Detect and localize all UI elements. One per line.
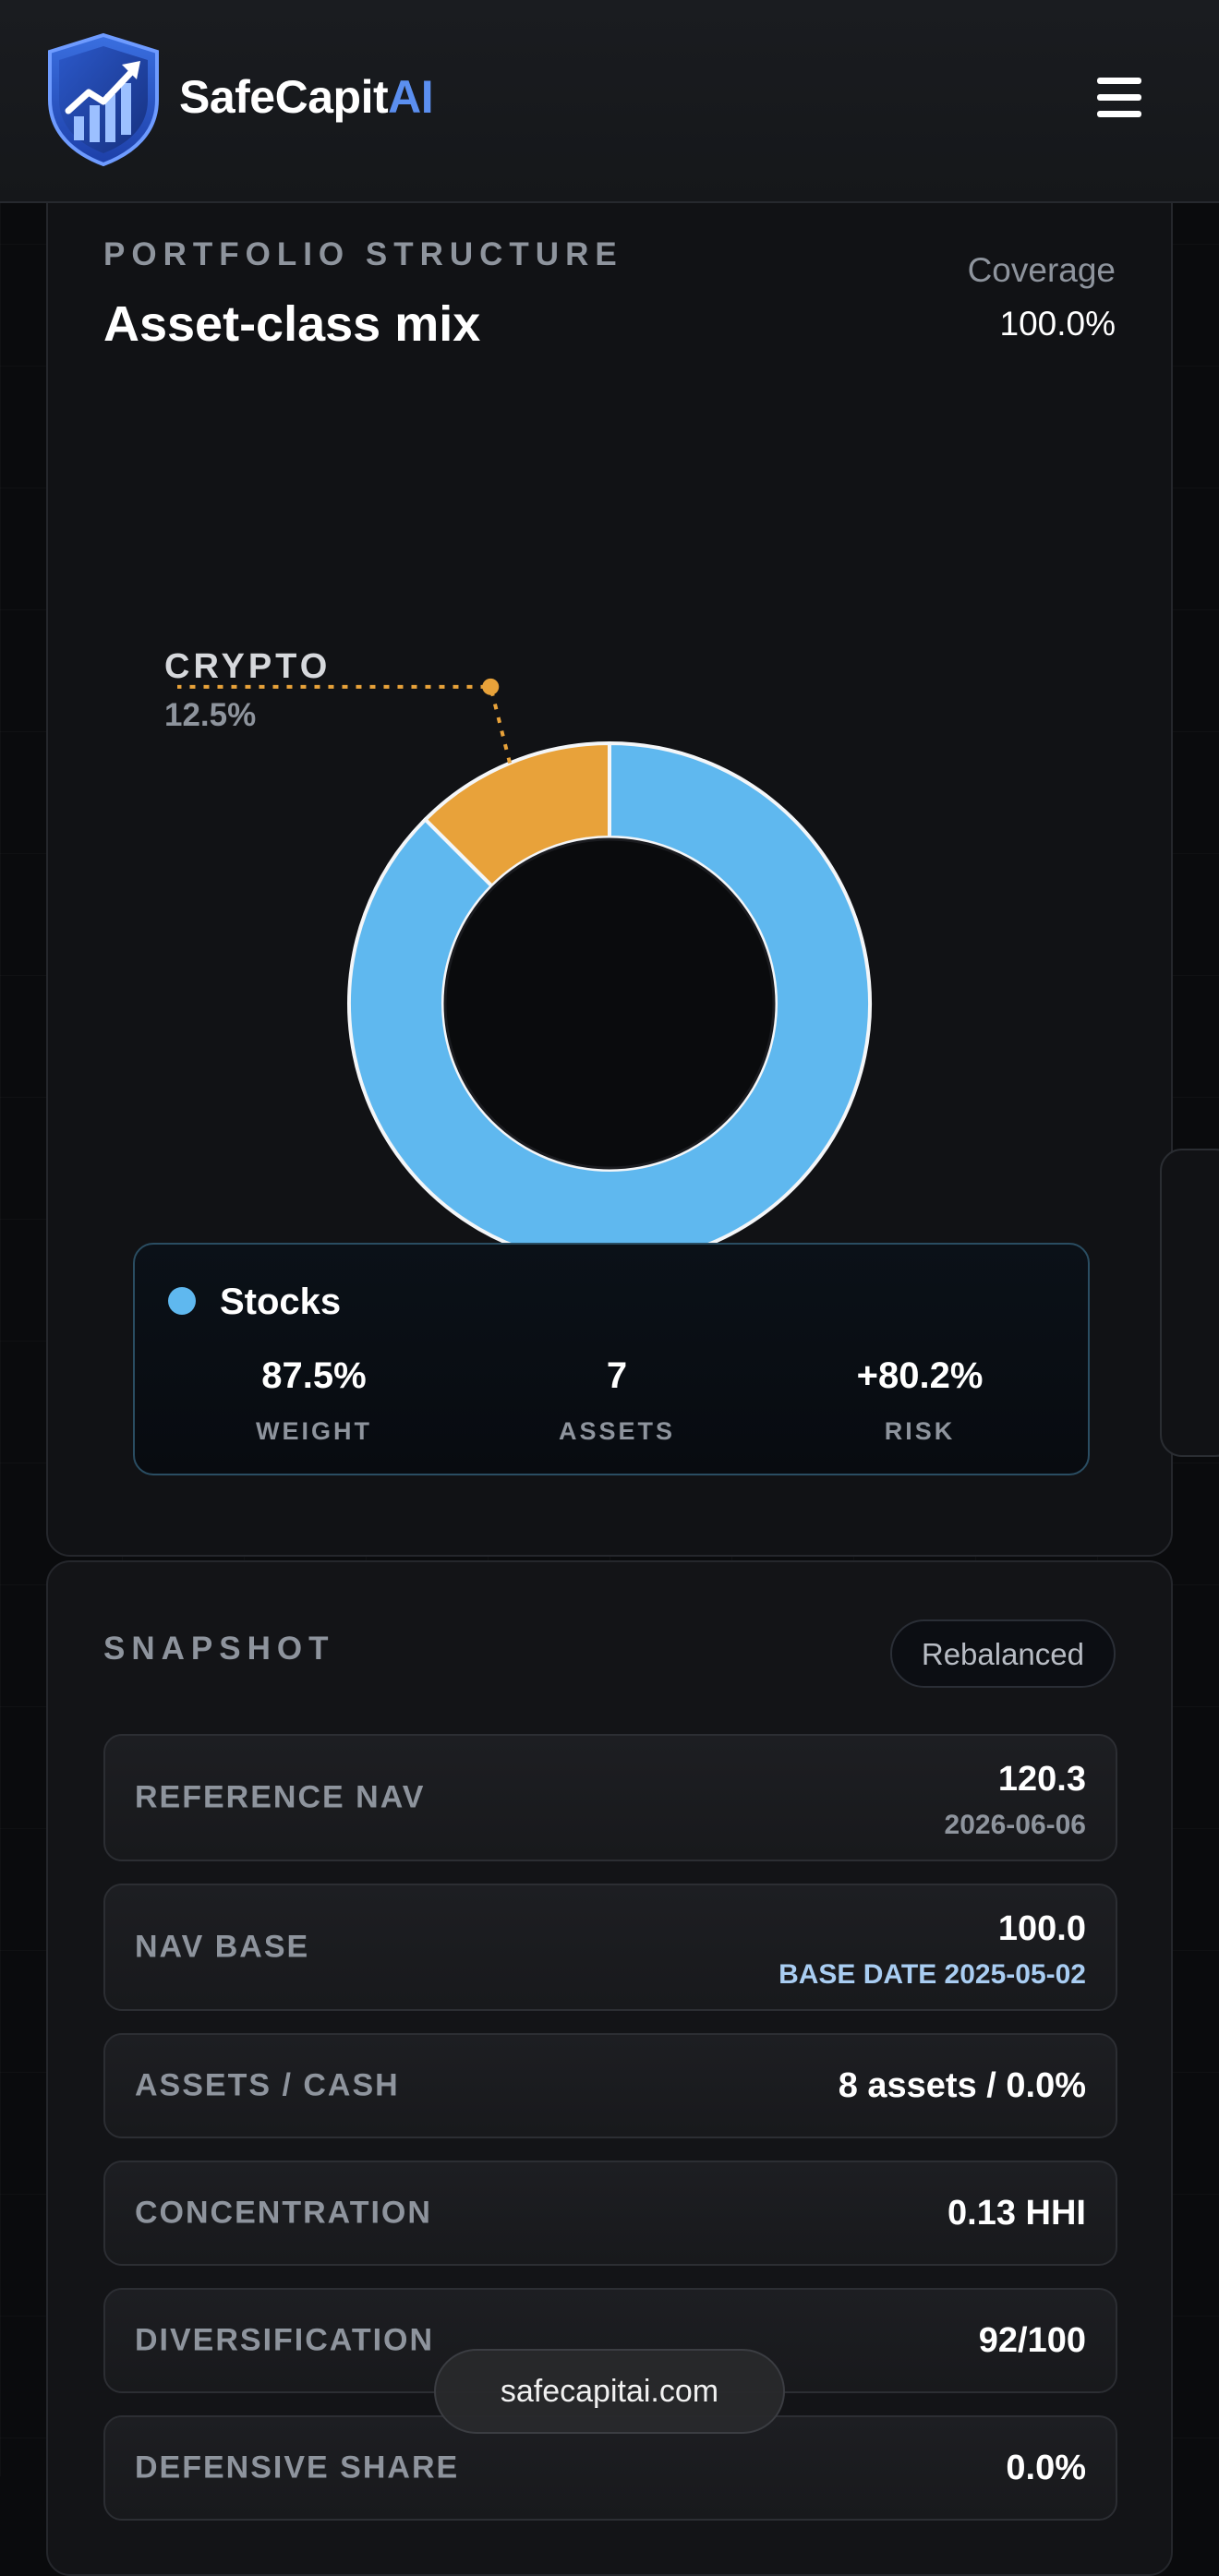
- row-label: NAV BASE: [135, 1929, 310, 1965]
- hamburger-menu-icon[interactable]: [1090, 74, 1149, 122]
- snapshot-row-assets-cash: ASSETS / CASH 8 assets / 0.0%: [103, 2033, 1117, 2138]
- stat-value: 7: [606, 1355, 628, 1396]
- stat-label: RISK: [884, 1417, 956, 1445]
- row-subvalue: BASE DATE 2025-05-02: [778, 1959, 1086, 1990]
- row-label: ASSETS / CASH: [135, 2067, 400, 2103]
- status-badge: Rebalanced: [889, 1619, 1116, 1688]
- stat-label: ASSETS: [558, 1417, 676, 1445]
- row-value: 100.0: [997, 1909, 1086, 1948]
- stat-value: 87.5%: [261, 1355, 367, 1396]
- row-label: REFERENCE NAV: [135, 1779, 426, 1815]
- snapshot-card: SNAPSHOT Rebalanced REFERENCE NAV 120.3 …: [46, 1560, 1173, 2576]
- row-value: 0.0%: [1006, 2449, 1086, 2487]
- stat-label: WEIGHT: [256, 1417, 372, 1445]
- detail-name: Stocks: [220, 1282, 342, 1322]
- stat-risk: +80.2% RISK: [781, 1355, 1058, 1446]
- url-pill[interactable]: safecapitai.com: [434, 2349, 785, 2434]
- brand-main: SafeCapit: [179, 71, 389, 123]
- row-subvalue: 2026-06-06: [944, 1810, 1086, 1840]
- snapshot-row-nav-base: NAV BASE 100.0 BASE DATE 2025-05-02: [103, 1884, 1117, 2011]
- slice-crypto[interactable]: [422, 740, 611, 889]
- slice-label: CRYPTO: [164, 647, 331, 686]
- shield-chart-icon[interactable]: [42, 31, 164, 168]
- side-drawer-tab[interactable]: [1160, 1149, 1219, 1457]
- row-value: 8 assets / 0.0%: [838, 2066, 1086, 2105]
- slice-stocks[interactable]: [347, 740, 872, 1266]
- selected-slice-detail[interactable]: Stocks 87.5% WEIGHT 7 ASSETS +80.2% RISK: [133, 1243, 1090, 1475]
- row-value: 0.13 HHI: [947, 2194, 1086, 2233]
- brand-name[interactable]: SafeCapitAI: [179, 65, 434, 129]
- row-value: 92/100: [978, 2321, 1086, 2360]
- stocks-color-dot: [168, 1287, 196, 1315]
- coverage-label: Coverage: [967, 251, 1116, 289]
- slice-value-label: 12.5%: [164, 697, 256, 733]
- snapshot-eyebrow: SNAPSHOT: [103, 1631, 335, 1667]
- portfolio-eyebrow: PORTFOLIO STRUCTURE: [103, 236, 623, 272]
- row-label: DIVERSIFICATION: [135, 2322, 435, 2358]
- coverage-value: 100.0%: [999, 305, 1116, 343]
- stat-assets: 7 ASSETS: [478, 1355, 755, 1446]
- stat-value: +80.2%: [856, 1355, 984, 1396]
- stat-weight: 87.5% WEIGHT: [175, 1355, 453, 1446]
- card-title: Asset-class mix: [103, 296, 481, 352]
- app-header: SafeCapitAI: [0, 0, 1219, 203]
- snapshot-row-reference-nav: REFERENCE NAV 120.3 2026-06-06: [103, 1734, 1117, 1861]
- row-label: DEFENSIVE SHARE: [135, 2450, 460, 2486]
- row-value: 120.3: [997, 1760, 1086, 1799]
- row-label: CONCENTRATION: [135, 2195, 432, 2231]
- brand-accent: AI: [388, 71, 434, 123]
- callout-dot: [482, 678, 500, 695]
- portfolio-structure-card: PORTFOLIO STRUCTURE Asset-class mix Cove…: [46, 166, 1173, 1557]
- donut-hole: [443, 837, 776, 1170]
- snapshot-row-concentration: CONCENTRATION 0.13 HHI: [103, 2161, 1117, 2266]
